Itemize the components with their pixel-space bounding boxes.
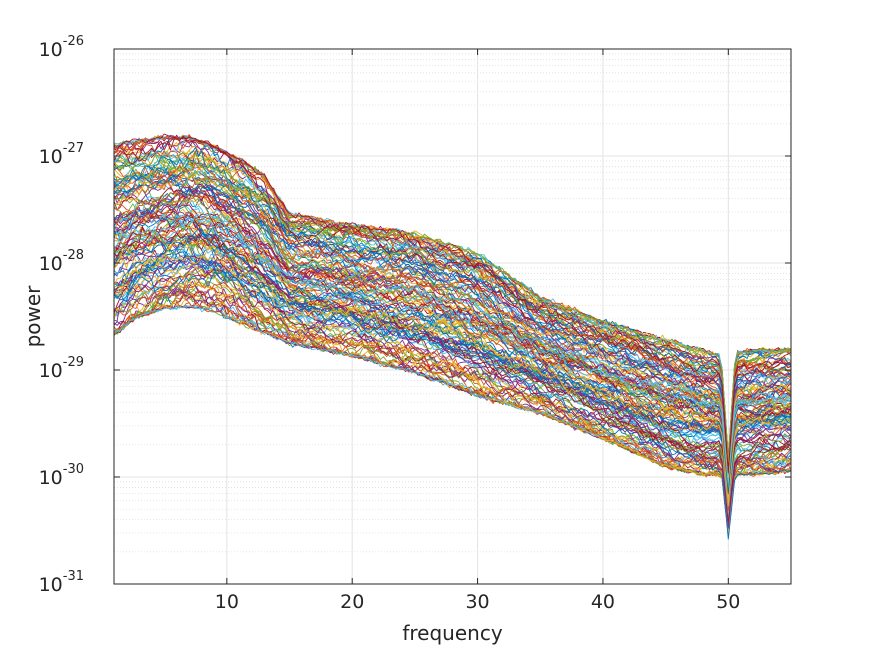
series-line: [113, 228, 792, 540]
x-tick-label: 10: [215, 591, 239, 613]
series-line: [113, 239, 792, 501]
series-line: [113, 293, 792, 533]
series-line: [113, 274, 792, 532]
series-line: [113, 229, 792, 518]
series-line: [113, 192, 792, 496]
x-axis-label: frequency: [402, 621, 502, 645]
series-line: [113, 284, 792, 529]
series-line: [113, 248, 792, 507]
series-line: [113, 181, 792, 490]
series-line: [113, 251, 792, 505]
series-line: [113, 268, 792, 531]
series-line: [113, 280, 792, 512]
series-line: [113, 280, 792, 522]
series-line: [113, 175, 792, 482]
series-line: [113, 227, 792, 525]
series-line: [113, 203, 792, 512]
series-line: [113, 270, 792, 495]
series-lines: [113, 133, 792, 540]
plot-area-frame: [113, 48, 792, 585]
series-line: [113, 219, 792, 530]
y-tick-label: 10-27: [39, 141, 84, 168]
series-line: [113, 305, 792, 515]
plot-area-background: [114, 49, 791, 584]
y-axis-label: power: [21, 285, 45, 348]
y-tick-label: 10-30: [39, 462, 84, 489]
x-tick-label: 40: [591, 591, 615, 613]
series-line: [113, 213, 792, 492]
y-tick-label: 10-29: [39, 355, 84, 382]
series-line: [113, 258, 792, 504]
series-line: [113, 214, 792, 492]
x-axis-ticks: 10 20 30 40 50: [215, 49, 740, 613]
series-line: [113, 135, 792, 474]
series-line: [113, 172, 792, 487]
series-line: [113, 168, 792, 476]
series-line: [113, 158, 792, 463]
major-grid: [114, 49, 791, 584]
series-line: [113, 299, 792, 531]
series-line: [113, 192, 792, 477]
series-line: [113, 185, 792, 493]
series-line: [113, 190, 792, 459]
series-line: [113, 135, 791, 466]
x-tick-label: 50: [716, 591, 740, 613]
y-tick-label: 10-26: [39, 34, 84, 61]
x-tick-label: 30: [465, 591, 489, 613]
series-line: [113, 169, 792, 477]
x-tick-label: 20: [340, 591, 364, 613]
series-line: [113, 162, 792, 494]
series-line: [113, 240, 792, 504]
y-tick-label: 10-28: [39, 248, 84, 275]
y-tick-label: 10-31: [39, 569, 84, 596]
series-line: [113, 133, 792, 469]
